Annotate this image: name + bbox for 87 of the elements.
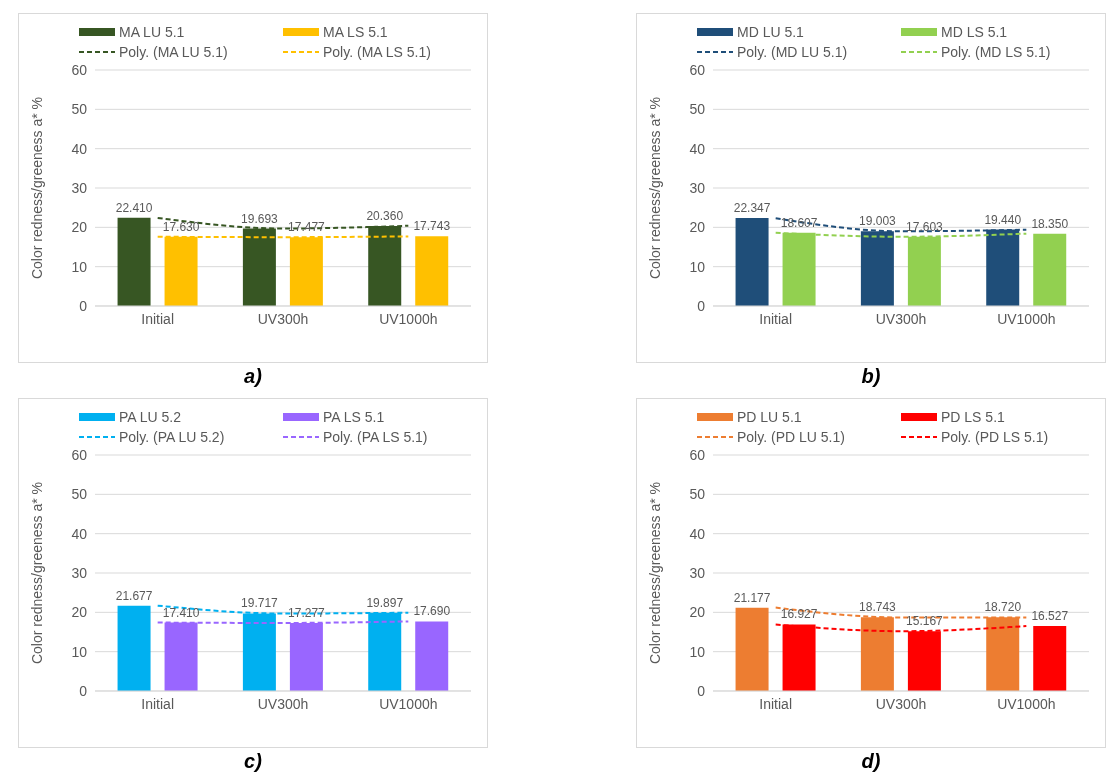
x-tick-label: UV1000h xyxy=(379,695,438,712)
text: b) xyxy=(860,365,882,388)
data-label: 15.167 xyxy=(906,614,944,629)
x-tick-label: Initial xyxy=(141,310,175,327)
legend-label: Poly. (MD LS 5.1) xyxy=(941,44,1051,60)
legend-label: PA LS 5.1 xyxy=(323,409,385,425)
y-tick-label: 50 xyxy=(689,101,706,118)
y-tick-label: 10 xyxy=(689,643,706,660)
data-label: 18.350 xyxy=(1031,216,1069,231)
x-tick-label: UV300h xyxy=(257,695,309,712)
data-label: 17.630 xyxy=(162,219,200,234)
x-tick-label: Initial xyxy=(759,695,793,712)
data-label: 17.603 xyxy=(906,219,944,234)
x-tick-label: Initial xyxy=(759,310,793,327)
y-tick-label: 40 xyxy=(689,525,706,542)
y-tick-label: 50 xyxy=(689,486,706,503)
y-tick-label: 0 xyxy=(697,682,706,699)
x-tick-label: Initial xyxy=(141,695,175,712)
y-axis-title: Color redness/greeness a* % xyxy=(28,481,45,665)
y-tick-label: 30 xyxy=(71,179,88,196)
y-tick-label: 30 xyxy=(689,179,706,196)
legend-label: MD LU 5.1 xyxy=(737,24,804,40)
y-tick-label: 30 xyxy=(71,564,88,581)
y-tick-label: 10 xyxy=(71,643,88,660)
y-tick-label: 40 xyxy=(71,525,88,542)
legend-label: Poly. (MA LU 5.1) xyxy=(119,44,228,60)
x-tick-label: UV300h xyxy=(875,695,927,712)
y-tick-label: 50 xyxy=(71,486,88,503)
legend-label: Poly. (PA LS 5.1) xyxy=(323,429,428,445)
data-label: 19.440 xyxy=(984,212,1022,227)
y-tick-label: 30 xyxy=(689,564,706,581)
data-label: 18.720 xyxy=(984,600,1022,615)
y-tick-label: 0 xyxy=(79,297,88,314)
legend-label: Poly. (PD LU 5.1) xyxy=(737,429,845,445)
data-label: 20.360 xyxy=(366,208,404,223)
y-tick-label: 40 xyxy=(71,140,88,157)
legend-label: PD LS 5.1 xyxy=(941,409,1005,425)
data-label: 17.743 xyxy=(413,219,451,234)
x-tick-label: UV1000h xyxy=(379,310,438,327)
x-tick-label: UV1000h xyxy=(997,695,1056,712)
y-tick-label: 50 xyxy=(71,101,88,118)
y-axis-title: Color redness/greeness a* % xyxy=(646,481,663,665)
legend-label: Poly. (MA LS 5.1) xyxy=(323,44,431,60)
y-tick-label: 0 xyxy=(79,682,88,699)
data-label: 22.410 xyxy=(115,200,153,215)
data-label: 17.410 xyxy=(162,605,200,620)
y-tick-label: 40 xyxy=(689,140,706,157)
data-label: 19.003 xyxy=(859,214,897,229)
y-tick-label: 10 xyxy=(689,258,706,275)
legend-label: Poly. (MD LU 5.1) xyxy=(737,44,848,60)
y-tick-label: 60 xyxy=(71,61,88,78)
data-label: 19.693 xyxy=(241,211,279,226)
legend-label: PD LU 5.1 xyxy=(737,409,802,425)
y-tick-label: 60 xyxy=(71,446,88,463)
y-axis-title: Color redness/greeness a* % xyxy=(28,96,45,280)
data-label: 16.527 xyxy=(1031,608,1069,623)
bar xyxy=(1033,625,1067,691)
legend-label: MA LU 5.1 xyxy=(119,24,185,40)
legend-label: MA LS 5.1 xyxy=(323,24,388,40)
text: a) xyxy=(243,365,263,388)
text: c) xyxy=(243,750,263,773)
x-tick-label: UV1000h xyxy=(997,310,1056,327)
data-label: 17.690 xyxy=(413,604,451,619)
data-label: 21.177 xyxy=(733,590,771,605)
legend-label: Poly. (PA LU 5.2) xyxy=(119,429,225,445)
y-axis-title: Color redness/greeness a* % xyxy=(646,96,663,280)
legend-label: MD LS 5.1 xyxy=(941,24,1008,40)
y-tick-label: 60 xyxy=(689,446,706,463)
text: d) xyxy=(860,750,882,773)
y-tick-label: 10 xyxy=(71,258,88,275)
legend-label: PA LU 5.2 xyxy=(119,409,182,425)
y-tick-label: 20 xyxy=(689,219,706,236)
data-label: 22.347 xyxy=(733,201,771,216)
y-tick-label: 20 xyxy=(71,604,88,621)
data-label: 19.717 xyxy=(241,596,279,611)
x-tick-label: UV300h xyxy=(875,310,927,327)
y-tick-label: 60 xyxy=(689,61,706,78)
data-label: 19.897 xyxy=(366,595,404,610)
data-label: 18.743 xyxy=(859,600,897,615)
y-tick-label: 0 xyxy=(697,297,706,314)
x-tick-label: UV300h xyxy=(257,310,309,327)
legend-label: Poly. (PD LS 5.1) xyxy=(941,429,1049,445)
data-label: 21.677 xyxy=(115,588,153,603)
y-tick-label: 20 xyxy=(71,219,88,236)
data-label: 16.927 xyxy=(780,607,818,622)
y-tick-label: 20 xyxy=(689,604,706,621)
bar xyxy=(735,607,769,691)
